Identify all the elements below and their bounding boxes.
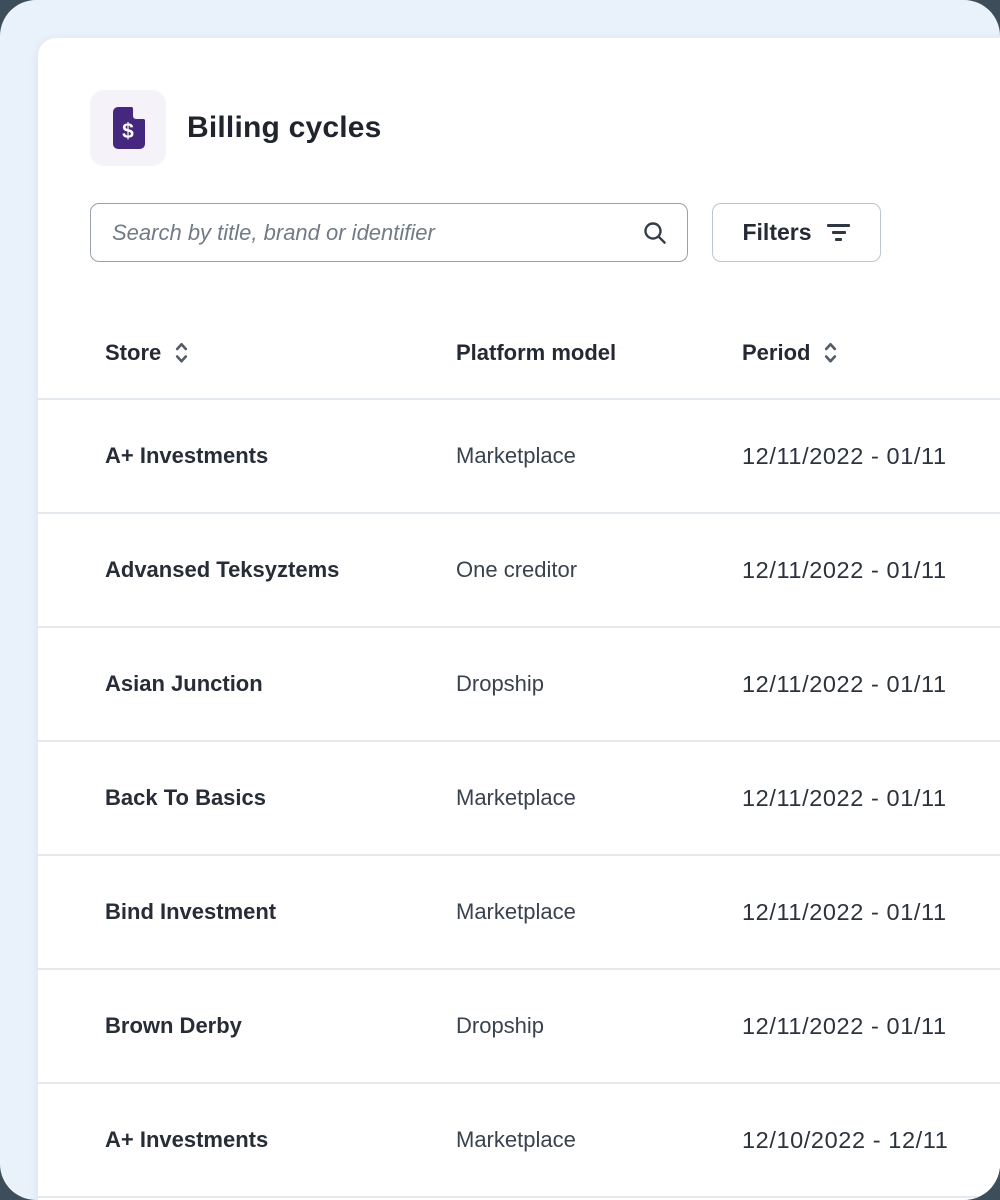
search-input[interactable] (110, 218, 642, 247)
column-header-store[interactable]: Store (105, 340, 456, 366)
platform-model-cell: Marketplace (456, 443, 576, 468)
card-header: $ Billing cycles (90, 90, 1000, 166)
table-row[interactable]: Bind Investment Marketplace 12/11/2022 -… (38, 856, 1000, 970)
sort-icon (825, 342, 837, 363)
column-label-store: Store (105, 339, 162, 365)
billing-icon-tile: $ (90, 90, 166, 166)
platform-model-cell: Marketplace (456, 899, 576, 924)
search-box[interactable] (90, 203, 688, 262)
table-header-row: Store Platform model Period (38, 307, 1000, 400)
filters-label: Filters (742, 219, 812, 245)
table-row[interactable]: A+ Investments Marketplace 12/10/2022 - … (38, 1084, 1000, 1198)
platform-model-cell: Dropship (456, 671, 545, 696)
table-row[interactable]: Advansed Teksyztems One creditor 12/11/2… (38, 514, 1000, 628)
billing-cycles-card: $ Billing cycles Filters (38, 38, 1000, 1200)
store-cell: Bind Investment (105, 899, 277, 924)
column-label-period: Period (742, 339, 811, 365)
table-row[interactable]: Asian Junction Dropship 12/11/2022 - 01/… (38, 628, 1000, 742)
column-header-platform-model: Platform model (456, 340, 742, 366)
table-row[interactable]: Brown Derby Dropship 12/11/2022 - 01/11 (38, 970, 1000, 1084)
store-cell: Advansed Teksyztems (105, 557, 340, 582)
period-cell: 12/10/2022 - 12/11 (742, 1126, 949, 1153)
period-cell: 12/11/2022 - 01/11 (742, 556, 947, 583)
store-cell: Brown Derby (105, 1013, 242, 1038)
store-cell: Asian Junction (105, 671, 263, 696)
table-body: A+ Investments Marketplace 12/11/2022 - … (38, 400, 1000, 1198)
sort-icon (176, 342, 188, 363)
column-header-period[interactable]: Period (742, 340, 1000, 366)
search-icon[interactable] (642, 220, 668, 246)
invoice-icon: $ (113, 107, 145, 149)
period-cell: 12/11/2022 - 01/11 (742, 442, 947, 469)
platform-model-cell: Marketplace (456, 785, 576, 810)
platform-model-cell: One creditor (456, 557, 578, 582)
table-row[interactable]: A+ Investments Marketplace 12/11/2022 - … (38, 400, 1000, 514)
platform-model-cell: Marketplace (456, 1127, 576, 1152)
table-row[interactable]: Back To Basics Marketplace 12/11/2022 - … (38, 742, 1000, 856)
page-title: Billing cycles (187, 111, 382, 144)
period-cell: 12/11/2022 - 01/11 (742, 784, 947, 811)
period-cell: 12/11/2022 - 01/11 (742, 1012, 947, 1039)
billing-cycles-table: Store Platform model Period (38, 307, 1000, 1198)
filter-lines-icon (827, 220, 851, 245)
toolbar: Filters (90, 203, 1000, 262)
column-label-platform-model: Platform model (456, 339, 617, 365)
store-cell: A+ Investments (105, 443, 269, 468)
store-cell: Back To Basics (105, 785, 267, 810)
store-cell: A+ Investments (105, 1127, 269, 1152)
filters-button[interactable]: Filters (712, 203, 881, 262)
period-cell: 12/11/2022 - 01/11 (742, 670, 947, 697)
svg-text:$: $ (122, 120, 134, 143)
platform-model-cell: Dropship (456, 1013, 545, 1038)
period-cell: 12/11/2022 - 01/11 (742, 898, 947, 925)
